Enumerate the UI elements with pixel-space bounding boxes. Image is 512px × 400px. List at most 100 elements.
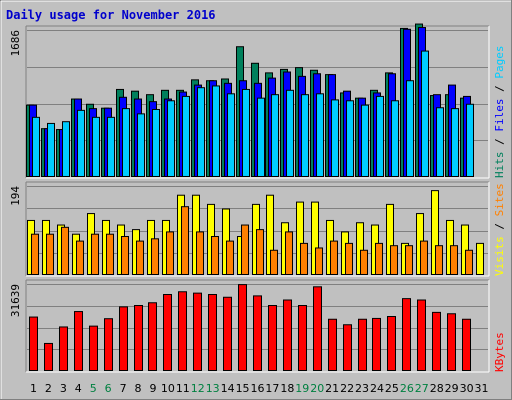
- bar-kbytes: [89, 325, 98, 372]
- bar-pages: [301, 94, 309, 177]
- chart-panels: 1686 Hits / Files / Pages 194 Visits / Site…: [9, 23, 506, 373]
- bar-pages: [242, 88, 250, 177]
- x-tick-label: 13: [206, 382, 220, 395]
- x-tick-label: 22: [340, 382, 354, 395]
- bar-pages: [451, 108, 459, 177]
- bar-pages: [361, 104, 369, 177]
- bar-kbytes: [313, 286, 322, 372]
- bar-sites: [330, 240, 338, 276]
- x-tick-label: 5: [90, 382, 97, 395]
- bar-kbytes: [134, 305, 143, 371]
- x-tick-label: 25: [385, 382, 399, 395]
- bar-sites: [121, 236, 129, 276]
- bar-sites: [151, 238, 159, 275]
- bar-kbytes: [104, 318, 113, 372]
- bar-kbytes: [298, 305, 307, 371]
- bar-sites: [420, 240, 428, 276]
- bar-sites: [390, 245, 398, 276]
- bar-kbytes: [253, 295, 262, 371]
- bar-kbytes: [417, 299, 426, 371]
- bar-pages: [137, 113, 145, 177]
- bar-sites: [136, 240, 144, 276]
- x-tick-label: 17: [265, 382, 279, 395]
- bar-pages: [257, 97, 265, 177]
- bar-sites: [285, 231, 293, 275]
- bar-sites: [465, 249, 473, 275]
- bar-sites: [196, 231, 204, 275]
- bar-kbytes: [387, 316, 396, 371]
- bar-pages: [197, 87, 205, 177]
- legend-separator: /: [493, 216, 506, 236]
- bar-sites: [435, 245, 443, 276]
- bar-sites: [256, 229, 264, 276]
- bar-kbytes: [238, 284, 247, 371]
- x-tick-label: 8: [135, 382, 142, 395]
- bar-pages: [286, 89, 294, 177]
- bar-kbytes: [402, 298, 411, 371]
- bar-pages: [182, 95, 190, 177]
- bar-pages: [376, 95, 384, 177]
- legend-hits: Hits: [493, 152, 506, 179]
- bar-pages: [62, 121, 70, 177]
- series-pages: [32, 50, 474, 177]
- x-axis-labels: 1 2 3 4 5 6 7 8 9 10 11 12 13 14 15 16 17 18 19 20 21 22 23 24 2…: [30, 382, 489, 395]
- x-tick-label: 6: [105, 382, 112, 395]
- bar-sites: [181, 206, 189, 275]
- legend-separator: /: [493, 132, 506, 152]
- bar-pages: [32, 116, 40, 177]
- bar-kbytes: [283, 299, 292, 371]
- x-tick-label: 7: [120, 382, 127, 395]
- bar-sites: [450, 245, 458, 276]
- legend-kbytes: KBytes: [493, 332, 506, 372]
- x-tick-label: 29: [445, 382, 459, 395]
- bar-pages: [316, 93, 324, 177]
- x-tick-label: 31: [475, 382, 489, 395]
- bar-pages: [122, 108, 130, 177]
- series-kbytes: [29, 284, 471, 372]
- legend-pages: Pages: [493, 46, 506, 79]
- series-sites: [31, 206, 473, 276]
- bar-kbytes: [29, 316, 38, 371]
- bar-pages: [271, 94, 279, 177]
- bar-sites: [76, 240, 84, 276]
- legend-visits-sites: Visits / Sites: [493, 183, 506, 276]
- bar-sites: [300, 242, 308, 275]
- bar-kbytes: [193, 292, 202, 371]
- x-tick-label: 24: [370, 382, 384, 395]
- x-tick-label: 12: [191, 382, 205, 395]
- bar-sites: [241, 224, 249, 276]
- x-tick-label: 11: [176, 382, 190, 395]
- bar-pages: [47, 122, 55, 177]
- bar-sites: [375, 242, 383, 275]
- bar-pages: [167, 100, 175, 177]
- y-max-label: 194: [9, 186, 22, 206]
- x-tick-label: 3: [60, 382, 67, 395]
- bar-sites: [345, 242, 353, 275]
- legend-kbytes: KBytes: [493, 332, 506, 372]
- bar-sites: [31, 233, 39, 275]
- panel-hits-files-pages: 1686 Hits / Files / Pages: [9, 23, 506, 179]
- x-tick-label: 14: [221, 382, 235, 395]
- x-tick-label: 28: [430, 382, 444, 395]
- bar-kbytes: [44, 342, 53, 371]
- bar-pages: [331, 99, 339, 177]
- x-tick-label: 1: [30, 382, 37, 395]
- bar-sites: [91, 233, 99, 275]
- legend-hits-files-pages: Hits / Files / Pages: [493, 46, 506, 179]
- x-tick-label: 2: [45, 382, 52, 395]
- x-tick-label: 18: [280, 382, 294, 395]
- bar-pages: [436, 107, 444, 177]
- bar-pages: [212, 85, 220, 177]
- x-tick-label: 27: [415, 382, 429, 395]
- bar-sites: [106, 233, 114, 275]
- bar-kbytes: [178, 291, 187, 372]
- x-tick-label: 15: [236, 382, 250, 395]
- bar-pages: [346, 100, 354, 177]
- bar-kbytes: [208, 294, 217, 371]
- bar-kbytes: [59, 326, 68, 371]
- bar-kbytes: [432, 311, 441, 371]
- x-tick-label: 16: [251, 382, 265, 395]
- bar-pages: [77, 109, 85, 177]
- y-max-label: 31639: [9, 284, 22, 317]
